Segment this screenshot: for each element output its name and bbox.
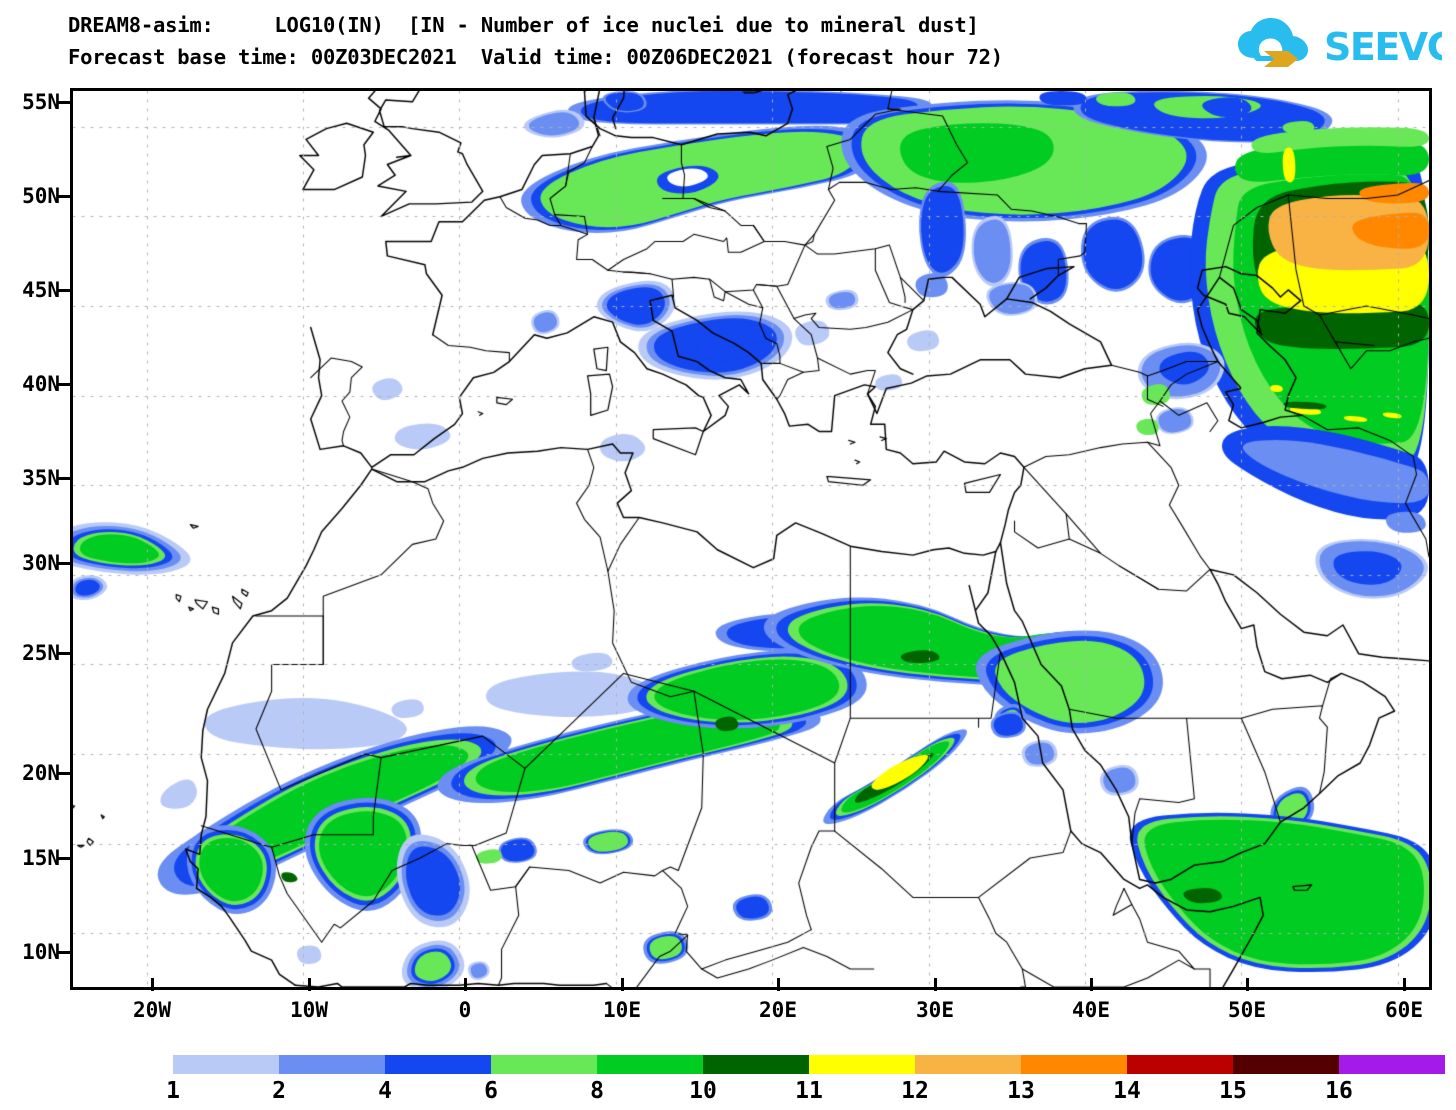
longitude-label: 20E <box>759 998 797 1022</box>
latitude-label: 30N <box>22 551 60 575</box>
colorbar-band[interactable] <box>809 1055 915 1074</box>
colorbar[interactable] <box>173 1055 1445 1074</box>
longitude-tick <box>1403 978 1406 991</box>
longitude-tick <box>308 978 311 991</box>
header-time-line: Forecast base time: 00Z03DEC2021 Valid t… <box>68 45 1003 69</box>
colorbar-tick-label: 6 <box>484 1078 498 1104</box>
latitude-tick <box>58 289 72 292</box>
latitude-label: 25N <box>22 641 60 665</box>
colorbar-band[interactable] <box>915 1055 1021 1074</box>
longitude-label: 10E <box>603 998 641 1022</box>
longitude-tick <box>151 978 154 991</box>
latitude-tick <box>58 101 72 104</box>
logo-wordmark: SEEVCCC <box>1324 25 1442 68</box>
colorbar-tick-label: 11 <box>795 1078 823 1104</box>
colorbar-band[interactable] <box>1127 1055 1233 1074</box>
longitude-label: 0 <box>458 998 472 1022</box>
longitude-label: 60E <box>1385 998 1423 1022</box>
latitude-tick <box>58 195 72 198</box>
longitude-tick <box>777 978 780 991</box>
latitude-label: 40N <box>22 372 60 396</box>
colorbar-tick-label: 4 <box>378 1078 392 1104</box>
latitude-label: 35N <box>22 466 60 490</box>
longitude-tick <box>1090 978 1093 991</box>
colorbar-tick-label: 15 <box>1219 1078 1247 1104</box>
header: DREAM8-asim: LOG10(IN) [IN - Number of i… <box>0 0 1456 80</box>
longitude-label: 10W <box>290 998 328 1022</box>
colorbar-tick-label: 8 <box>590 1078 604 1104</box>
colorbar-tick-label: 14 <box>1113 1078 1141 1104</box>
arrow-icon <box>1264 51 1298 67</box>
map-plot-area[interactable] <box>70 88 1432 990</box>
colorbar-band[interactable] <box>385 1055 491 1074</box>
colorbar-band[interactable] <box>1339 1055 1445 1074</box>
longitude-label: 50E <box>1228 998 1266 1022</box>
longitude-tick <box>464 978 467 991</box>
seevccc-logo[interactable]: SEEVCCC <box>1236 18 1442 68</box>
colorbar-tick-label: 10 <box>689 1078 717 1104</box>
latitude-label: 20N <box>22 761 60 785</box>
colorbar-band[interactable] <box>1233 1055 1339 1074</box>
colorbar-band[interactable] <box>597 1055 703 1074</box>
latitude-tick <box>58 562 72 565</box>
colorbar-tick-label: 12 <box>901 1078 929 1104</box>
latitude-label: 55N <box>22 90 60 114</box>
colorbar-tick-label: 1 <box>166 1078 180 1104</box>
header-title-line: DREAM8-asim: LOG10(IN) [IN - Number of i… <box>68 13 979 37</box>
latitude-tick <box>58 951 72 954</box>
colorbar-tick-label: 2 <box>272 1078 286 1104</box>
longitude-tick <box>1246 978 1249 991</box>
colorbar-tick-label: 13 <box>1007 1078 1035 1104</box>
latitude-label: 10N <box>22 940 60 964</box>
colorbar-band[interactable] <box>491 1055 597 1074</box>
latitude-tick <box>58 772 72 775</box>
dust-concentration-map <box>73 91 1429 987</box>
latitude-label: 45N <box>22 278 60 302</box>
longitude-label: 20W <box>133 998 171 1022</box>
longitude-tick <box>621 978 624 991</box>
colorbar-labels: 1 2 4 6 8 10 11 12 13 14 15 16 <box>0 1078 1456 1106</box>
colorbar-band[interactable] <box>279 1055 385 1074</box>
colorbar-band[interactable] <box>173 1055 279 1074</box>
latitude-tick <box>58 477 72 480</box>
colorbar-band[interactable] <box>703 1055 809 1074</box>
latitude-tick <box>58 857 72 860</box>
colorbar-tick-label: 16 <box>1325 1078 1353 1104</box>
latitude-label: 15N <box>22 846 60 870</box>
map-canvas-wrapper <box>73 91 1429 987</box>
latitude-tick <box>58 652 72 655</box>
longitude-label: 30E <box>916 998 954 1022</box>
latitude-label: 50N <box>22 184 60 208</box>
colorbar-band[interactable] <box>1021 1055 1127 1074</box>
longitude-tick <box>934 978 937 991</box>
latitude-tick <box>58 383 72 386</box>
longitude-label: 40E <box>1072 998 1110 1022</box>
